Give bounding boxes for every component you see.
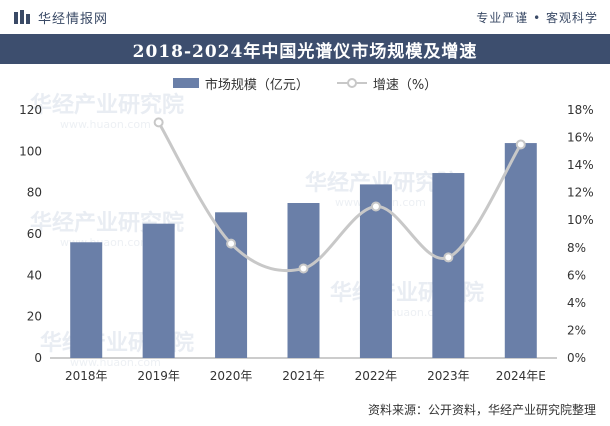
watermark-url: www.huaon.com <box>70 356 161 369</box>
bar <box>70 242 103 358</box>
watermark-url: www.huaon.com <box>60 118 151 131</box>
y-right-tick-label: 8% <box>567 241 586 255</box>
legend-bar-label: 市场规模（亿元） <box>204 77 309 93</box>
growth-point <box>515 139 526 150</box>
brand-logo-icon <box>14 10 30 24</box>
brand-name: 华经情报网 <box>38 11 109 27</box>
chart-title: 2018-2024年中国光谱仪市场规模及增速 <box>0 34 610 64</box>
legend-line-label: 增速（%） <box>372 77 438 93</box>
slogan: 专业严谨 • 客观科学 <box>476 10 598 25</box>
y-right-tick-label: 12% <box>567 186 594 200</box>
x-tick-label: 2018年 <box>65 369 108 383</box>
y-right-tick-label: 4% <box>567 296 586 310</box>
legend-item-bar: 市场规模（亿元） <box>172 74 309 93</box>
legend: 市场规模（亿元） 增速（%） <box>0 72 610 94</box>
top-bar: 华经情报网 专业严谨 • 客观科学 <box>0 0 610 34</box>
growth-point <box>443 252 454 263</box>
watermark-text: 华经产业研究院 <box>30 92 184 118</box>
bar <box>359 184 392 358</box>
y-left-tick-label: 40 <box>27 268 42 282</box>
y-right-tick-label: 14% <box>567 158 594 172</box>
bar <box>504 143 537 358</box>
growth-line <box>157 121 523 273</box>
x-tick-label: 2020年 <box>210 369 253 383</box>
y-left-tick-label: 120 <box>19 103 42 117</box>
y-right-tick-label: 18% <box>567 103 594 117</box>
y-left-tick-label: 0 <box>34 351 42 365</box>
x-tick-label: 2021年 <box>282 369 325 383</box>
bar <box>215 212 248 358</box>
x-tick-label: 2019年 <box>137 369 180 383</box>
y-right-tick-label: 0% <box>567 351 586 365</box>
y-left-tick-label: 20 <box>27 310 42 324</box>
legend-line-swatch <box>336 78 367 88</box>
bar <box>142 223 175 358</box>
x-tick-label: 2022年 <box>355 369 398 383</box>
y-left-tick-label: 100 <box>19 144 42 158</box>
y-right-tick-label: 10% <box>567 213 594 227</box>
legend-bar-swatch <box>172 78 199 88</box>
y-right-tick-label: 2% <box>567 323 586 337</box>
y-right-tick-label: 16% <box>567 131 594 145</box>
growth-point <box>370 201 381 212</box>
source-note: 资料来源：公开资料，华经产业研究院整理 <box>367 403 596 417</box>
x-tick-label: 2023年 <box>427 369 470 383</box>
x-tick-label: 2024年E <box>496 369 546 383</box>
growth-point <box>226 238 237 249</box>
bar <box>287 203 320 358</box>
brand: 华经情报网 <box>14 8 108 27</box>
y-left-tick-label: 60 <box>27 227 42 241</box>
y-right-tick-label: 6% <box>567 268 586 282</box>
y-left-tick-label: 80 <box>27 186 42 200</box>
bar <box>432 173 465 358</box>
growth-point <box>298 263 309 274</box>
growth-point <box>153 117 164 128</box>
legend-item-line: 增速（%） <box>336 74 438 93</box>
